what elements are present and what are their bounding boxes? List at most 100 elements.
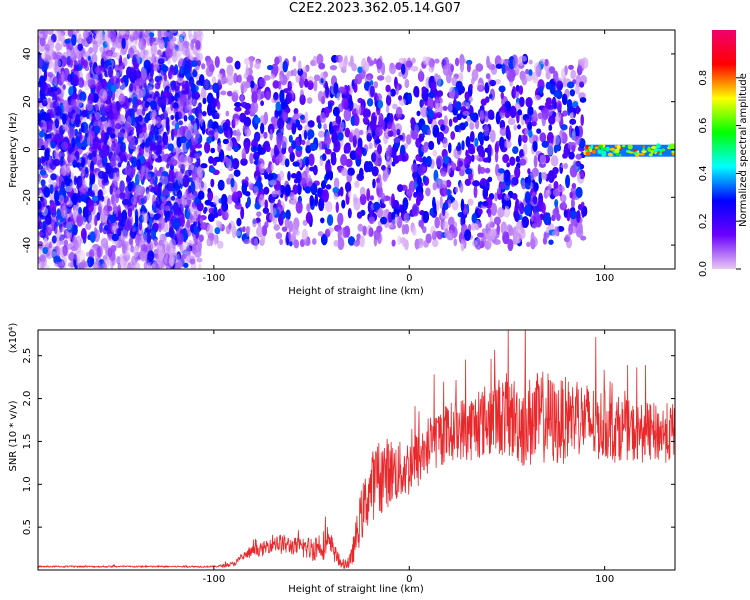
- spectrogram-cell: [108, 222, 112, 232]
- spectrogram-cell: [117, 131, 125, 138]
- spectrogram-cell: [182, 228, 187, 234]
- spectrogram-cell: [142, 124, 147, 133]
- spectrogram-cell: [134, 148, 140, 155]
- spectrogram-cell: [149, 176, 155, 185]
- spectrogram-cell: [53, 221, 58, 235]
- spectrogram-cell: [111, 233, 119, 242]
- spectrogram-cell: [70, 51, 75, 58]
- spectrogram-cell: [42, 120, 47, 133]
- spectrogram-cell: [182, 104, 190, 114]
- spectrogram-cell: [196, 30, 204, 42]
- spectrogram-cell: [170, 95, 175, 102]
- spectrogram-cell: [44, 147, 50, 161]
- spectrogram-cell: [54, 118, 60, 129]
- spectrogram-cell: [172, 51, 181, 59]
- spectrogram-cell: [95, 112, 101, 121]
- spectrogram-cell: [175, 261, 181, 269]
- spectrogram-cell: [171, 30, 178, 36]
- spectrogram-cell: [100, 212, 106, 226]
- spectrogram-cell: [161, 150, 165, 162]
- spectrogram-cell: [147, 73, 154, 83]
- spectrogram-cell: [153, 240, 158, 247]
- spectrogram-cell: [196, 257, 203, 263]
- spectrogram-cell: [163, 73, 167, 82]
- spectrogram-cell: [91, 150, 97, 158]
- spectrogram-cell: [72, 74, 79, 86]
- spectrogram-cell: [183, 63, 190, 75]
- spectrogram-cell: [81, 228, 87, 240]
- spectrogram-cell: [81, 109, 89, 118]
- spectrogram-cell: [50, 92, 58, 98]
- spectrogram-cell: [62, 113, 67, 125]
- spectrogram-cell: [119, 253, 125, 263]
- spectrogram-cell: [182, 45, 188, 56]
- spectrogram-cell: [66, 59, 74, 68]
- spectrogram-cell: [151, 55, 155, 63]
- spectrogram-cell: [178, 58, 186, 70]
- spectrogram-cell: [88, 152, 93, 160]
- spectrogram-cell: [139, 250, 148, 262]
- spectrogram-cell: [125, 123, 132, 133]
- spectrogram-cell: [181, 253, 187, 259]
- spectrogram-cell: [94, 215, 98, 227]
- spectrogram-cell: [177, 155, 182, 169]
- spectrogram-cell: [150, 124, 155, 136]
- spectrogram-cell: [126, 153, 133, 161]
- spectrogram-cell: [78, 77, 85, 88]
- spectrogram-cell: [158, 39, 165, 50]
- spectrogram-cell: [175, 122, 180, 131]
- spectrogram-cell: [128, 97, 132, 103]
- spectrogram-cell: [116, 72, 120, 78]
- spectrogram-cell: [118, 93, 126, 105]
- spectrogram-cell: [73, 60, 78, 71]
- spectrogram-cell: [68, 126, 76, 139]
- spectrogram-cell: [107, 138, 112, 146]
- spectrogram-cell: [148, 210, 155, 218]
- spectrogram-cell: [41, 99, 48, 107]
- spectrogram-cell: [54, 261, 61, 267]
- spectrogram-cell: [194, 91, 200, 100]
- spectrogram-cell: [87, 136, 91, 147]
- spectrogram-cell: [43, 237, 48, 245]
- spectrogram-cell: [164, 134, 169, 146]
- spectrogram-cell: [179, 177, 183, 190]
- spectrogram-cell: [88, 47, 94, 54]
- spectrogram-cell: [62, 244, 68, 257]
- spectrogram-cell: [46, 30, 54, 35]
- spectrogram-cell: [186, 211, 190, 220]
- spectrogram-cell: [114, 52, 121, 60]
- spectrogram-cell: [65, 221, 72, 231]
- spectrogram-cell: [182, 121, 188, 127]
- spectrogram-cell: [75, 113, 80, 126]
- spectrogram-cell: [155, 195, 161, 209]
- spectrogram-cell: [76, 30, 80, 34]
- spectrogram-cell: [193, 129, 199, 135]
- spectrogram-cell: [58, 36, 66, 42]
- spectrogram-cell: [183, 262, 189, 268]
- spectrogram-cell: [89, 231, 96, 243]
- spectrogram-cell: [197, 102, 201, 115]
- spectrogram-cell: [114, 64, 120, 73]
- spectrogram-cell: [191, 107, 199, 114]
- spectrogram-cell: [158, 239, 164, 246]
- spectrogram-cell: [38, 211, 45, 218]
- spectrogram-cell: [148, 140, 156, 151]
- spectrogram-cell: [112, 167, 118, 173]
- spectrogram-cell: [73, 175, 78, 186]
- spectrogram-cell: [90, 160, 94, 172]
- spectrogram-cell: [149, 100, 157, 109]
- spectrogram-cell: [76, 213, 84, 227]
- spectrogram-cell: [61, 70, 65, 83]
- spectrogram-cell: [189, 258, 196, 265]
- spectrogram-cell: [170, 80, 177, 91]
- spectrogram-cell: [88, 113, 93, 121]
- spectrogram-cell: [126, 66, 133, 78]
- spectrogram-cell: [153, 213, 159, 221]
- spectrogram-cell: [82, 32, 89, 39]
- spectrogram-cell: [161, 188, 169, 197]
- spectrogram-cell: [94, 74, 99, 83]
- spectrogram-cell: [122, 57, 128, 67]
- spectrogram-cell: [68, 154, 75, 163]
- spectrogram-cell: [171, 65, 176, 76]
- spectrogram-cell: [100, 57, 105, 68]
